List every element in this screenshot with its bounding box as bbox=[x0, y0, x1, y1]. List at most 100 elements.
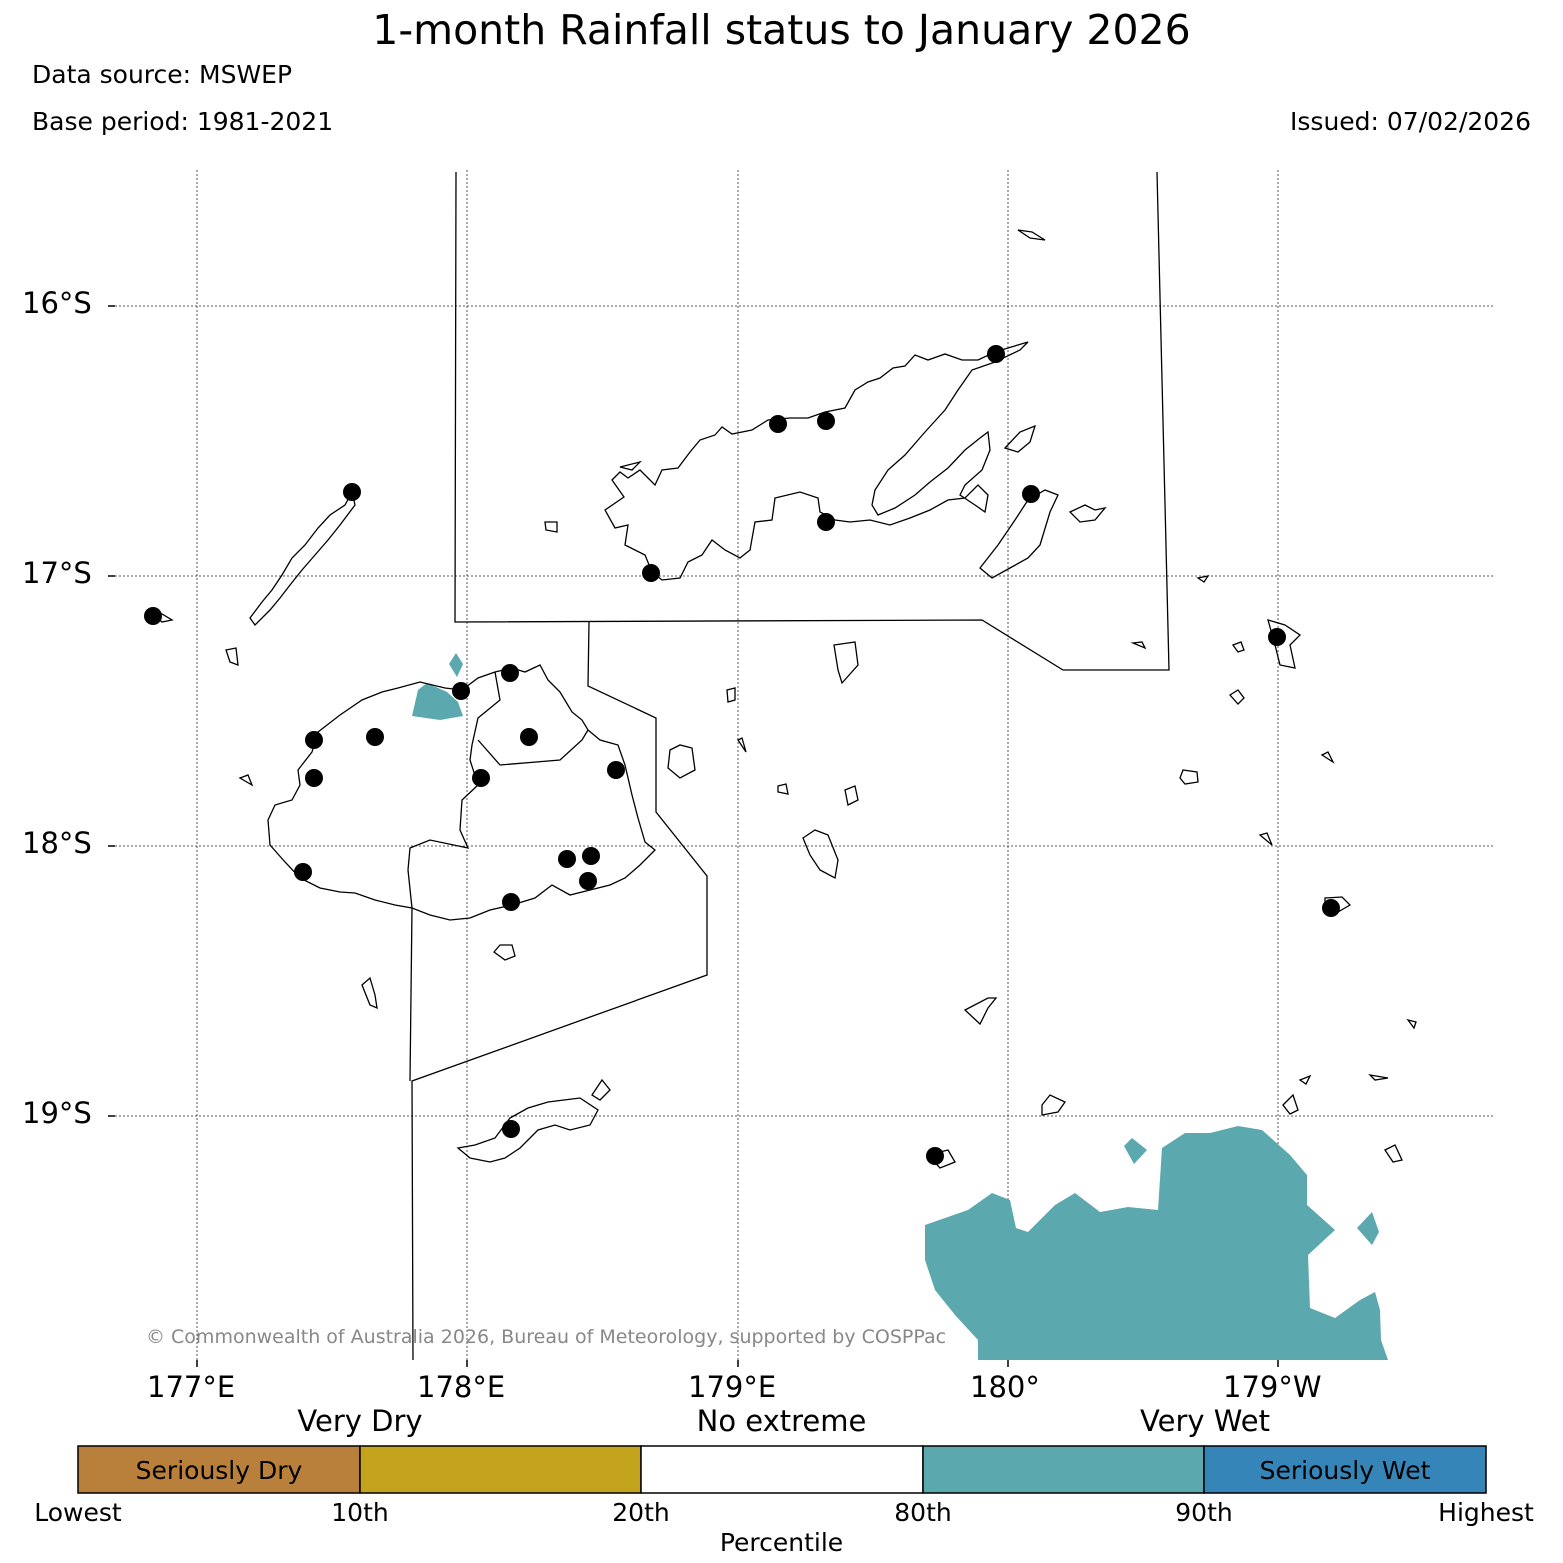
lon-label-178e: 178°E bbox=[417, 1370, 506, 1404]
legend-box-very-dry bbox=[359, 1445, 642, 1494]
islet-w-vl bbox=[619, 460, 643, 471]
islet-mamanuca bbox=[361, 976, 378, 1010]
station-marker bbox=[1322, 899, 1340, 917]
station-marker bbox=[366, 728, 384, 746]
very-wet-areas bbox=[412, 653, 1388, 1360]
legend-category-very-dry: Very Dry bbox=[297, 1404, 423, 1438]
wet-area-islet bbox=[449, 653, 463, 677]
vanuabalavu-coast bbox=[1267, 619, 1302, 669]
graticule bbox=[115, 170, 1495, 1360]
lat-label-16s: 16°S bbox=[22, 286, 92, 320]
yasawa-islands-coast bbox=[249, 490, 356, 627]
map-title: 1-month Rainfall status to January 2026 bbox=[372, 6, 1191, 54]
ovalau-coast bbox=[667, 744, 696, 779]
islet-s-small bbox=[591, 1078, 611, 1101]
islet-lau-12 bbox=[1298, 1074, 1312, 1085]
taveuni-coast bbox=[979, 489, 1059, 579]
lat-label-17s: 17°S bbox=[22, 556, 92, 590]
wet-area-north-vitilevu bbox=[412, 683, 463, 720]
lat-label-18s: 18°S bbox=[22, 826, 92, 860]
base-period: Base period: 1981-2021 bbox=[32, 107, 334, 136]
legend-label-seriously-dry: Seriously Dry bbox=[135, 1456, 303, 1485]
percentile-highest: Highest bbox=[1438, 1498, 1534, 1527]
legend-category-very-wet: Very Wet bbox=[1140, 1404, 1270, 1438]
copyright-credit: © Commonwealth of Australia 2026, Bureau… bbox=[146, 1326, 947, 1348]
station-marker bbox=[520, 728, 538, 746]
gau-coast bbox=[802, 829, 839, 879]
legend-box-no-extreme bbox=[640, 1445, 924, 1494]
station-marker bbox=[987, 345, 1005, 363]
islet-lau-7 bbox=[1282, 1093, 1299, 1115]
station-marker bbox=[294, 863, 312, 881]
islet-e-vitilevu bbox=[726, 687, 736, 703]
issued-date: Issued: 07/02/2026 bbox=[1290, 107, 1531, 136]
islet-lau-9 bbox=[1406, 1018, 1417, 1030]
wet-area-small-east bbox=[1357, 1212, 1379, 1245]
islet-lau-4 bbox=[1320, 751, 1335, 764]
islet-wakaya bbox=[737, 737, 747, 753]
station-marker bbox=[472, 769, 490, 787]
matuku-coast bbox=[1041, 1094, 1066, 1116]
station-marker bbox=[769, 415, 787, 433]
islet-yasawa-s bbox=[225, 647, 239, 666]
data-source: Data source: MSWEP bbox=[32, 60, 293, 89]
legend-box-seriously-dry bbox=[77, 1445, 361, 1494]
station-marker bbox=[305, 769, 323, 787]
axis-ticks bbox=[108, 305, 1279, 1367]
boundary-central bbox=[411, 621, 708, 1361]
wet-area-southeast bbox=[925, 1126, 1388, 1360]
islet-lau-8 bbox=[1384, 1144, 1403, 1163]
islet-lau-1 bbox=[1179, 769, 1199, 785]
rabi-coast bbox=[1003, 424, 1037, 453]
station-marker bbox=[502, 1120, 520, 1138]
lon-label-179w: 179°W bbox=[1223, 1370, 1322, 1404]
islet-w2 bbox=[544, 521, 558, 533]
wet-area-small-middle bbox=[1124, 1138, 1147, 1164]
vanua-levu-coast bbox=[604, 341, 1029, 581]
koro-coast bbox=[833, 641, 859, 685]
station-marker bbox=[558, 850, 576, 868]
station-marker bbox=[926, 1147, 944, 1165]
islet-lau-5 bbox=[1258, 832, 1273, 846]
station-marker bbox=[305, 731, 323, 749]
percentile-80th: 80th bbox=[894, 1498, 952, 1527]
station-marker bbox=[642, 564, 660, 582]
boundary-viti-east bbox=[477, 729, 589, 766]
lon-label-179e: 179°E bbox=[688, 1370, 777, 1404]
station-marker bbox=[579, 872, 597, 890]
kadavu-coast bbox=[456, 1097, 599, 1163]
percentile-lowest: Lowest bbox=[34, 1498, 122, 1527]
nairai-coast bbox=[844, 785, 859, 806]
coastlines bbox=[147, 171, 1417, 1361]
station-marker bbox=[607, 761, 625, 779]
station-marker bbox=[144, 607, 162, 625]
legend-box-very-wet bbox=[922, 1445, 1205, 1494]
islet-batiki bbox=[777, 783, 789, 795]
percentile-90th: 90th bbox=[1175, 1498, 1233, 1527]
islet-lau-2 bbox=[1229, 689, 1245, 705]
lat-label-19s: 19°S bbox=[22, 1096, 92, 1130]
station-marker bbox=[1022, 485, 1040, 503]
percentile-20th: 20th bbox=[612, 1498, 670, 1527]
percentile-axis-title: Percentile bbox=[719, 1528, 844, 1557]
totoya-coast bbox=[963, 997, 998, 1026]
legend-category-no-extreme: No extreme bbox=[696, 1404, 867, 1438]
lon-label-180: 180° bbox=[970, 1370, 1040, 1404]
islet-ne bbox=[1017, 229, 1046, 241]
boundary-viti-inner bbox=[409, 907, 413, 1082]
lon-label-177e: 177°E bbox=[147, 1370, 236, 1404]
islet-beqa bbox=[493, 944, 516, 961]
station-marker bbox=[343, 483, 361, 501]
kioa-coast bbox=[1068, 504, 1107, 523]
legend-box-seriously-wet bbox=[1203, 1445, 1487, 1494]
station-marker bbox=[582, 847, 600, 865]
boundary-north-west bbox=[454, 171, 1170, 671]
boundary-west-ridge bbox=[407, 671, 501, 909]
islet-w-small bbox=[238, 774, 254, 787]
percentile-10th: 10th bbox=[331, 1498, 389, 1527]
islet-lau-11 bbox=[1196, 575, 1210, 583]
station-marker bbox=[817, 513, 835, 531]
station-marker bbox=[1268, 628, 1286, 646]
station-marker bbox=[501, 664, 519, 682]
